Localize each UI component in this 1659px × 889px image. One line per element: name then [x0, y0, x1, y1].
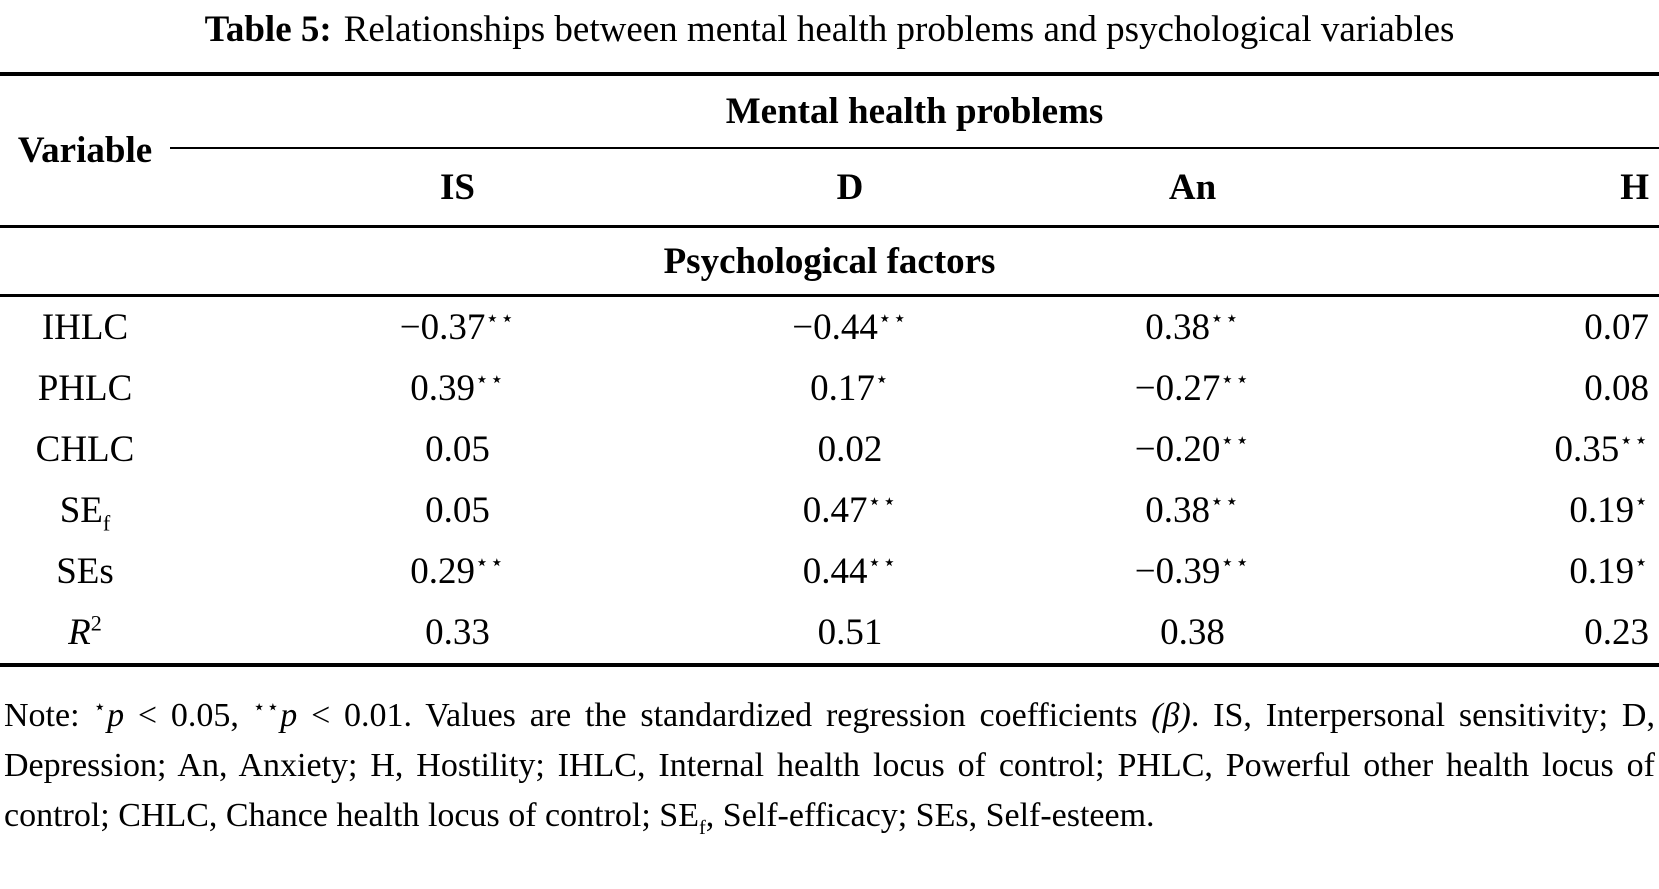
table-caption-text: Relationships between mental health prob…: [343, 9, 1455, 50]
significance-stars: ⋆⋆: [1209, 488, 1240, 515]
significance-stars: ⋆⋆: [867, 488, 898, 515]
value-cell: −0.20⋆⋆: [1134, 427, 1251, 470]
significance-stars: ⋆⋆: [474, 366, 505, 393]
row-label: IHLC: [41, 307, 129, 348]
value-cell: 0.35⋆⋆: [1554, 427, 1650, 470]
significance-stars: ⋆: [1634, 549, 1650, 576]
value-cell: 0.07: [1584, 307, 1650, 348]
value-cell: 0.38: [1160, 612, 1225, 653]
significance-stars: ⋆⋆: [474, 549, 505, 576]
row-label: PHLC: [37, 368, 133, 409]
table-row: SEs 0.29⋆⋆ 0.44⋆⋆ −0.39⋆⋆ 0.19⋆: [0, 541, 1659, 602]
column-header-d: D: [745, 148, 955, 228]
column-header-an: An: [955, 148, 1430, 228]
significance-stars: ⋆: [93, 694, 108, 719]
row-label: CHLC: [35, 429, 135, 470]
table-row: SEf 0.05 0.47⋆⋆ 0.38⋆⋆ 0.19⋆: [0, 480, 1659, 541]
value-cell: −0.44⋆⋆: [792, 305, 908, 348]
table-caption-label: Table 5:: [204, 9, 332, 50]
value-cell: 0.29⋆⋆: [410, 549, 505, 592]
value-cell: −0.27⋆⋆: [1134, 366, 1251, 409]
significance-stars: ⋆⋆: [1209, 305, 1240, 332]
value-cell: 0.08: [1584, 368, 1650, 409]
significance-stars: ⋆⋆: [1220, 427, 1251, 454]
table-note: Note: ⋆p < 0.05, ⋆⋆p < 0.01. Values are …: [4, 694, 1655, 839]
significance-stars: ⋆: [1634, 488, 1650, 515]
significance-stars: ⋆⋆: [1220, 549, 1251, 576]
value-cell: 0.38⋆⋆: [1145, 305, 1240, 348]
value-cell: 0.02: [817, 429, 883, 470]
table-row: PHLC 0.39⋆⋆ 0.17⋆ −0.27⋆⋆ 0.08: [0, 358, 1659, 419]
variable-column-header: Variable: [0, 74, 170, 228]
column-header-is: IS: [170, 148, 745, 228]
row-label: SEs: [56, 551, 114, 592]
value-cell: 0.51: [817, 612, 883, 653]
significance-stars: ⋆⋆: [252, 694, 281, 719]
significance-stars: ⋆⋆: [1220, 366, 1251, 393]
value-cell: 0.05: [425, 490, 490, 531]
column-header-row: IS D An H: [0, 148, 1659, 228]
value-cell: −0.37⋆⋆: [399, 305, 516, 348]
value-cell: 0.19⋆: [1569, 549, 1650, 592]
value-cell: 0.38⋆⋆: [1145, 488, 1240, 531]
value-cell: 0.05: [425, 429, 490, 470]
value-cell: −0.39⋆⋆: [1134, 549, 1251, 592]
value-cell: 0.44⋆⋆: [802, 549, 898, 592]
section-header: Psychological factors: [0, 226, 1659, 297]
group-header: Mental health problems: [170, 74, 1659, 149]
table-row: IHLC −0.37⋆⋆ −0.44⋆⋆ 0.38⋆⋆ 0.07: [0, 296, 1659, 359]
row-label: R2: [68, 610, 102, 653]
table-body: IHLC −0.37⋆⋆ −0.44⋆⋆ 0.38⋆⋆ 0.07 PHLC 0.39⋆⋆ 0.…: [0, 296, 1659, 666]
significance-stars: ⋆⋆: [877, 305, 908, 332]
column-header-h: H: [1430, 148, 1659, 228]
table-row: R2 0.33 0.51 0.38 0.23: [0, 602, 1659, 665]
value-cell: 0.39⋆⋆: [410, 366, 505, 409]
group-header-row: Variable Mental health problems: [0, 74, 1659, 228]
section-header-row: Psychological factors: [0, 226, 1659, 297]
value-cell: 0.47⋆⋆: [802, 488, 898, 531]
paper-table-figure: Table 5: Relationships between mental hea…: [0, 0, 1659, 839]
significance-stars: ⋆⋆: [1619, 427, 1650, 454]
significance-stars: ⋆⋆: [867, 549, 898, 576]
significance-stars: ⋆⋆: [485, 305, 516, 332]
results-table: Variable Mental health problems IS D An H P…: [0, 72, 1659, 667]
value-cell: 0.33: [425, 612, 490, 653]
value-cell: 0.17⋆: [810, 366, 890, 409]
significance-stars: ⋆: [874, 366, 890, 393]
row-label: SEf: [59, 490, 111, 536]
value-cell: 0.19⋆: [1569, 488, 1650, 531]
table-caption: Table 5: Relationships between mental hea…: [0, 0, 1659, 52]
table-row: CHLC 0.05 0.02 −0.20⋆⋆ 0.35⋆⋆: [0, 419, 1659, 480]
value-cell: 0.23: [1584, 612, 1650, 653]
